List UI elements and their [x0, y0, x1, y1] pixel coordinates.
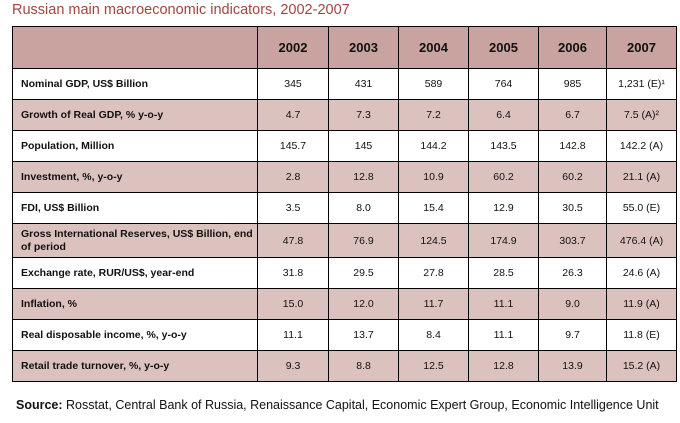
year-header-2003: 2003	[328, 26, 399, 69]
table-row: Investment, %, y-o-y 2.8 12.8 10.9 60.2 …	[12, 161, 677, 193]
cell-value: 12.8	[468, 350, 539, 382]
table-row: Inflation, % 15.0 12.0 11.7 11.1 9.0 11.…	[12, 288, 677, 320]
year-header-2004: 2004	[398, 26, 469, 69]
cell-value: 2.8	[257, 161, 329, 193]
cell-value: 21.1 (A)	[606, 161, 677, 193]
cell-value: 174.9	[468, 223, 539, 258]
cell-value: 13.7	[328, 319, 399, 351]
header-row: 2002 2003 2004 2005 2006 2007	[12, 26, 677, 69]
cell-value: 303.7	[538, 223, 607, 258]
cell-value: 142.2 (A)	[606, 130, 677, 162]
cell-value: 11.9 (A)	[606, 288, 677, 320]
cell-value: 764	[468, 68, 539, 100]
cell-value: 55.0 (E)	[606, 192, 677, 224]
cell-value: 15.2 (A)	[606, 350, 677, 382]
cell-value: 27.8	[398, 257, 469, 289]
row-label: Exchange rate, RUR/US$, year-end	[12, 257, 258, 289]
cell-value: 12.8	[328, 161, 399, 193]
table-row: Nominal GDP, US$ Billion 345 431 589 764…	[12, 68, 677, 100]
source-note: Source: Rosstat, Central Bank of Russia,…	[16, 398, 659, 412]
cell-value: 9.3	[257, 350, 329, 382]
cell-value: 76.9	[328, 223, 399, 258]
cell-value: 26.3	[538, 257, 607, 289]
cell-value: 7.3	[328, 99, 399, 131]
cell-value: 31.8	[257, 257, 329, 289]
cell-value: 8.8	[328, 350, 399, 382]
cell-value: 24.6 (A)	[606, 257, 677, 289]
table-row: Retail trade turnover, %, y-o-y 9.3 8.8 …	[12, 350, 677, 382]
year-header-2007: 2007	[606, 26, 677, 69]
cell-value: 60.2	[538, 161, 607, 193]
cell-value: 15.0	[257, 288, 329, 320]
table-row: Growth of Real GDP, % y-o-y 4.7 7.3 7.2 …	[12, 99, 677, 131]
cell-value: 4.7	[257, 99, 329, 131]
table-title: Russian main macroeconomic indicators, 2…	[12, 2, 350, 18]
cell-value: 7.2	[398, 99, 469, 131]
row-label: Retail trade turnover, %, y-o-y	[12, 350, 258, 382]
row-label: Growth of Real GDP, % y-o-y	[12, 99, 258, 131]
source-text: Rosstat, Central Bank of Russia, Renaiss…	[62, 398, 659, 412]
year-header-2006: 2006	[538, 26, 607, 69]
row-label: Nominal GDP, US$ Billion	[12, 68, 258, 100]
cell-value: 6.4	[468, 99, 539, 131]
cell-value: 8.4	[398, 319, 469, 351]
row-label: Gross International Reserves, US$ Billio…	[12, 223, 258, 258]
table-row: Gross International Reserves, US$ Billio…	[12, 223, 677, 258]
cell-value: 345	[257, 68, 329, 100]
cell-value: 12.0	[328, 288, 399, 320]
row-label: Real disposable income, %, y-o-y	[12, 319, 258, 351]
cell-value: 145	[328, 130, 399, 162]
cell-value: 11.8 (E)	[606, 319, 677, 351]
header-corner	[12, 26, 258, 69]
cell-value: 985	[538, 68, 607, 100]
table-row: Exchange rate, RUR/US$, year-end 31.8 29…	[12, 257, 677, 289]
cell-value: 60.2	[468, 161, 539, 193]
cell-value: 1,231 (E)¹	[606, 68, 677, 100]
cell-value: 15.4	[398, 192, 469, 224]
cell-value: 144.2	[398, 130, 469, 162]
cell-value: 6.7	[538, 99, 607, 131]
cell-value: 9.0	[538, 288, 607, 320]
cell-value: 142.8	[538, 130, 607, 162]
row-label: FDI, US$ Billion	[12, 192, 258, 224]
cell-value: 12.9	[468, 192, 539, 224]
cell-value: 28.5	[468, 257, 539, 289]
cell-value: 124.5	[398, 223, 469, 258]
row-label: Population, Million	[12, 130, 258, 162]
cell-value: 431	[328, 68, 399, 100]
cell-value: 7.5 (A)²	[606, 99, 677, 131]
cell-value: 29.5	[328, 257, 399, 289]
cell-value: 12.5	[398, 350, 469, 382]
cell-value: 11.7	[398, 288, 469, 320]
cell-value: 143.5	[468, 130, 539, 162]
year-header-2002: 2002	[257, 26, 329, 69]
macro-indicators-table: 2002 2003 2004 2005 2006 2007 Nominal GD…	[12, 26, 677, 382]
row-label: Investment, %, y-o-y	[12, 161, 258, 193]
cell-value: 30.5	[538, 192, 607, 224]
cell-value: 3.5	[257, 192, 329, 224]
cell-value: 11.1	[257, 319, 329, 351]
table-row: FDI, US$ Billion 3.5 8.0 15.4 12.9 30.5 …	[12, 192, 677, 224]
cell-value: 11.1	[468, 288, 539, 320]
cell-value: 8.0	[328, 192, 399, 224]
cell-value: 589	[398, 68, 469, 100]
table-row: Real disposable income, %, y-o-y 11.1 13…	[12, 319, 677, 351]
cell-value: 47.8	[257, 223, 329, 258]
row-label: Inflation, %	[12, 288, 258, 320]
cell-value: 9.7	[538, 319, 607, 351]
table-row: Population, Million 145.7 145 144.2 143.…	[12, 130, 677, 162]
year-header-2005: 2005	[468, 26, 539, 69]
cell-value: 13.9	[538, 350, 607, 382]
source-label: Source:	[16, 398, 63, 412]
cell-value: 11.1	[468, 319, 539, 351]
cell-value: 10.9	[398, 161, 469, 193]
cell-value: 145.7	[257, 130, 329, 162]
cell-value: 476.4 (A)	[606, 223, 677, 258]
